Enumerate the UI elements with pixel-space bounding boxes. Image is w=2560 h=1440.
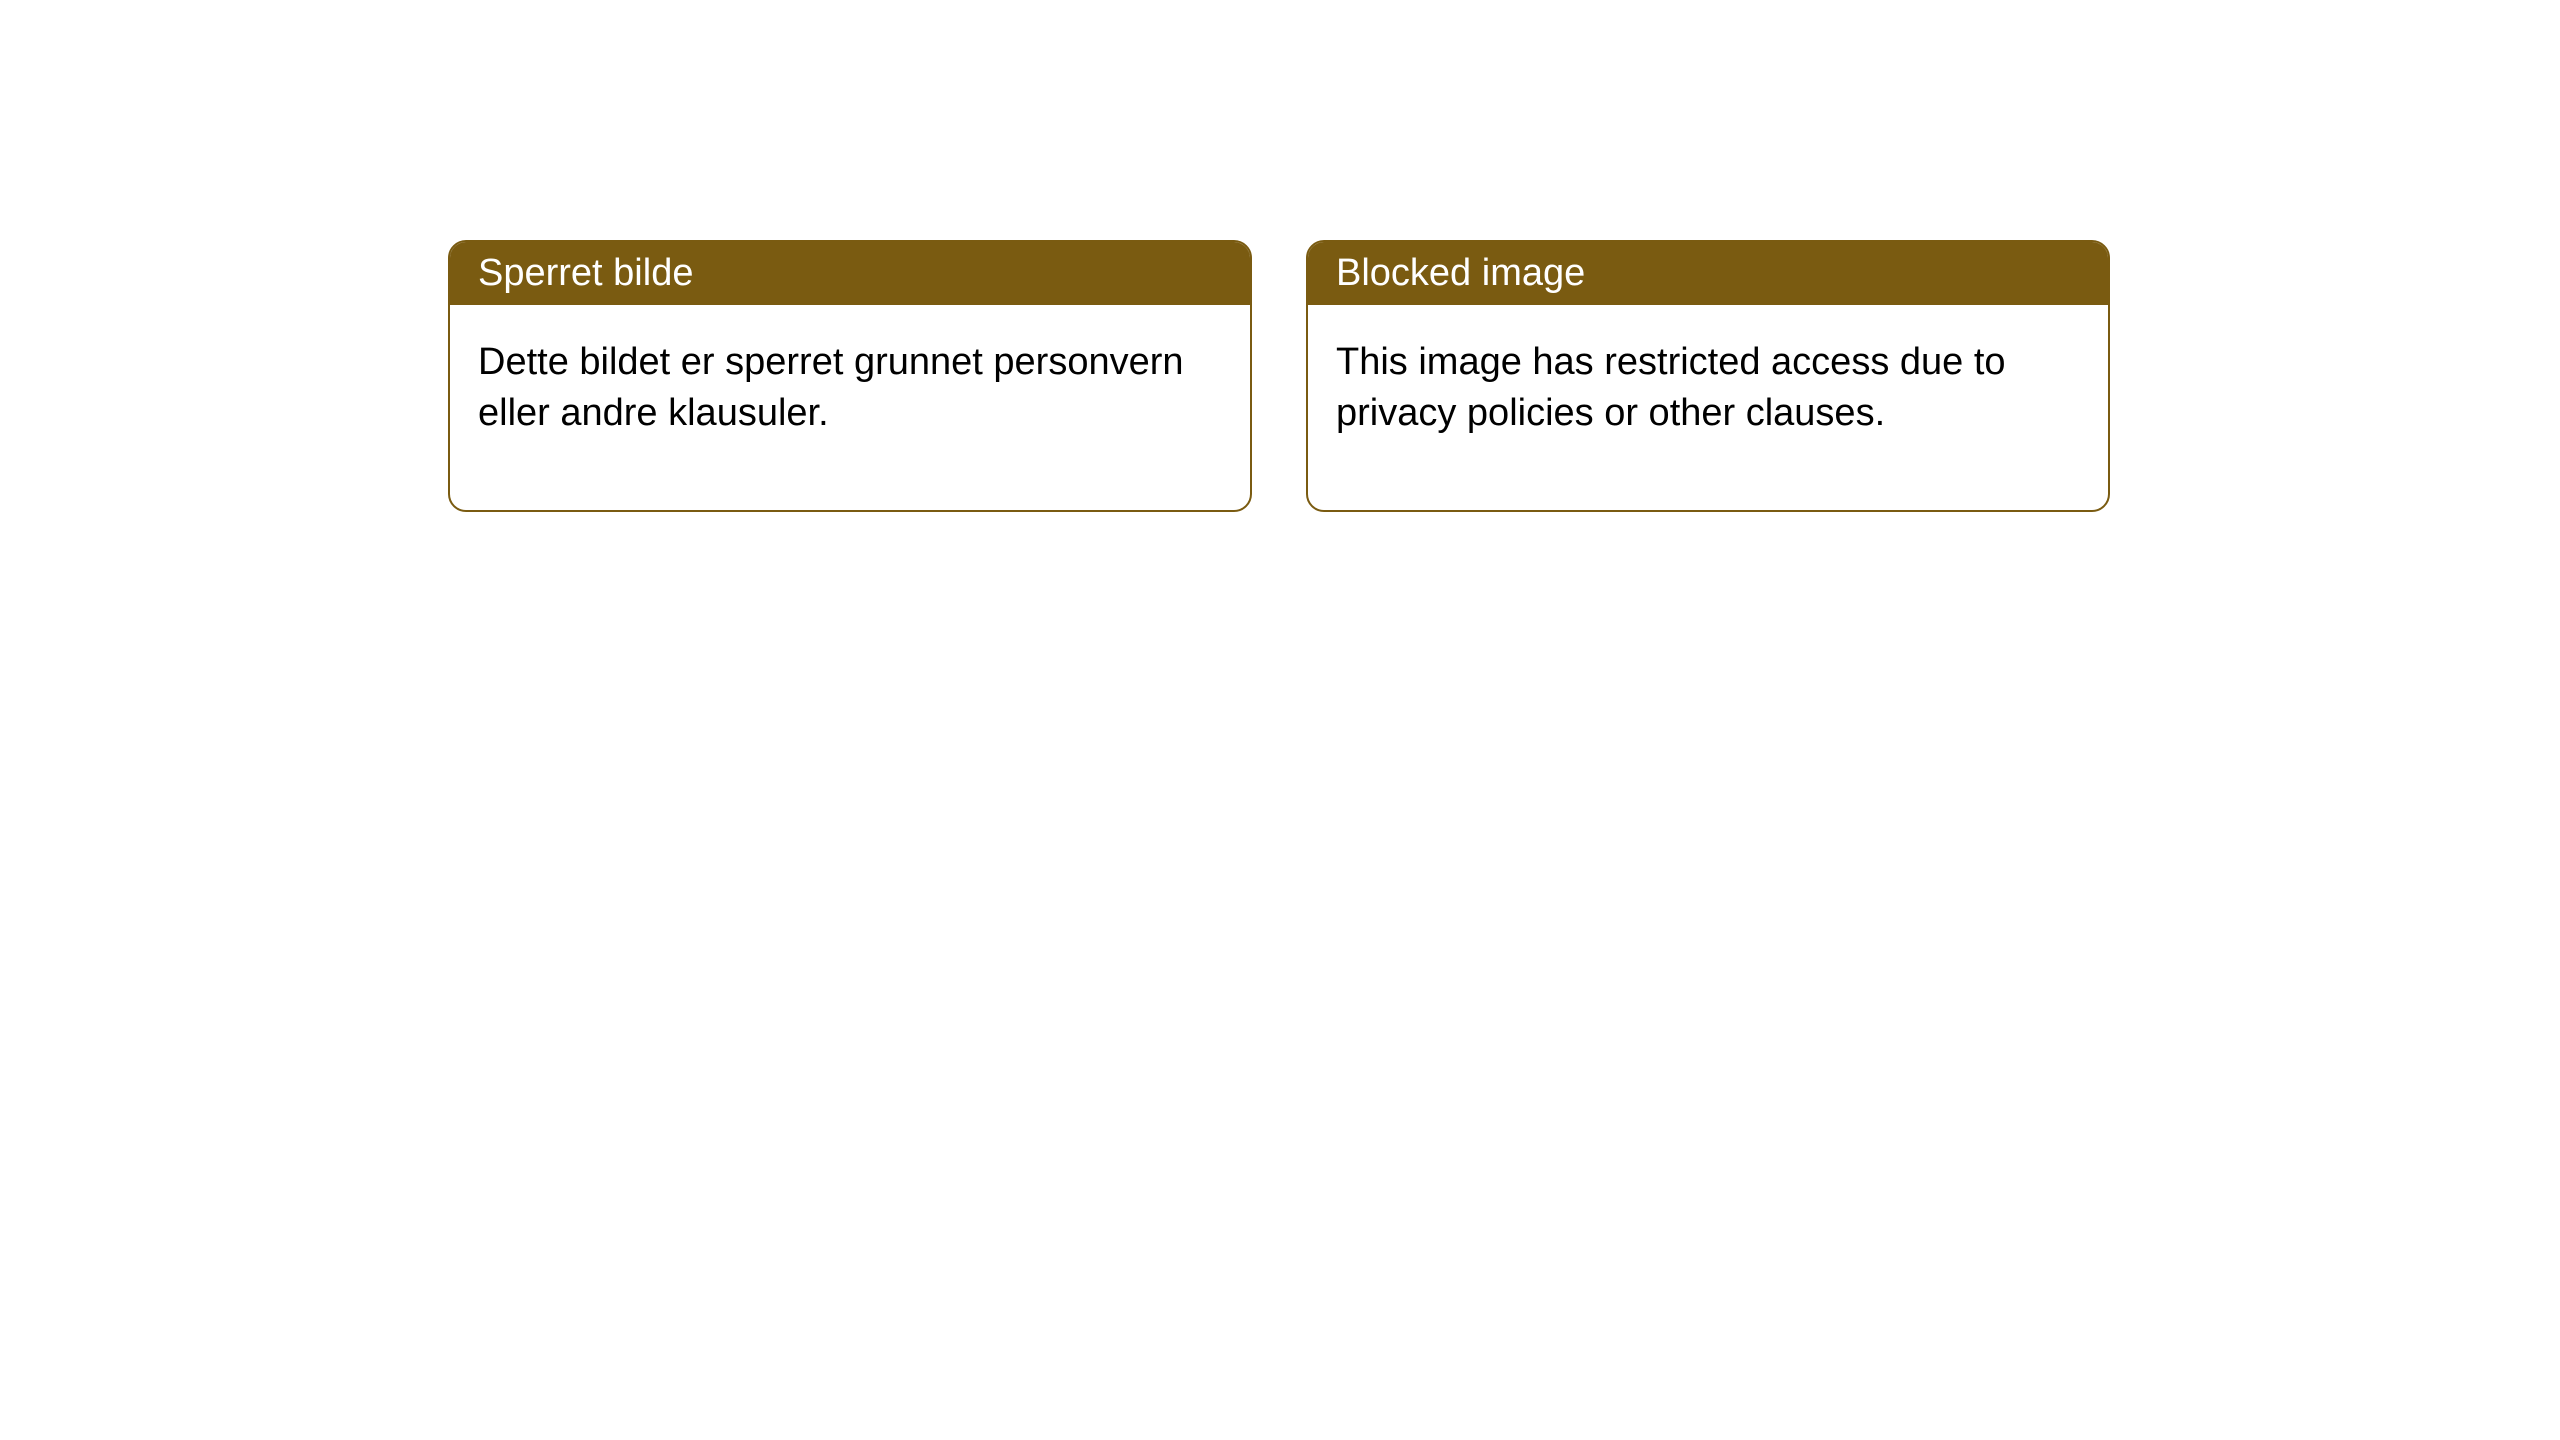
notice-container: Sperret bilde Dette bildet er sperret gr… <box>0 0 2560 512</box>
notice-card-english: Blocked image This image has restricted … <box>1306 240 2110 512</box>
notice-card-body: Dette bildet er sperret grunnet personve… <box>450 305 1250 510</box>
notice-card-title: Blocked image <box>1308 242 2108 305</box>
notice-card-norwegian: Sperret bilde Dette bildet er sperret gr… <box>448 240 1252 512</box>
notice-card-title: Sperret bilde <box>450 242 1250 305</box>
notice-card-body: This image has restricted access due to … <box>1308 305 2108 510</box>
